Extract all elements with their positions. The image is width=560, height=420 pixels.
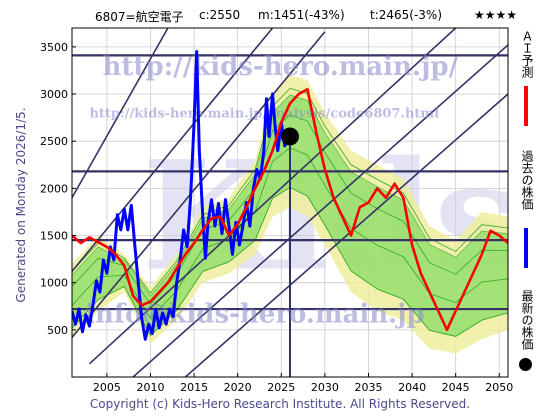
legend-past-line	[524, 228, 528, 268]
diagonal-trend-line	[88, 28, 457, 365]
legend-forecast-label: ＡＩ予測	[520, 30, 534, 78]
t-stat: t:2465(-3%)	[370, 8, 443, 22]
latest-price-dot	[281, 127, 299, 146]
legend-latest-dot	[519, 358, 532, 371]
y-tick-label: 500	[47, 324, 68, 337]
legend-latest-label: 最新の株価	[520, 290, 534, 350]
x-tick-label: 2005	[93, 381, 121, 394]
past-price-line	[72, 50, 292, 341]
stock-code-name: 6807=航空電子	[95, 10, 184, 24]
y-tick-label: 1000	[40, 277, 68, 290]
generated-date-note: Generated on Monday 2026/1/5.	[14, 107, 28, 303]
x-tick-label: 2030	[311, 381, 339, 394]
band-contour-line	[72, 114, 508, 306]
ai-forecast-line	[72, 88, 508, 332]
diagonal-trend-line	[72, 28, 274, 272]
x-tick-label: 2010	[136, 381, 164, 394]
x-tick-label: 2050	[485, 381, 513, 394]
x-tick-label: 2040	[398, 381, 426, 394]
m-stat: m:1451(-43%)	[258, 8, 345, 22]
y-tick-label: 1500	[40, 230, 68, 243]
current-price: c:2550	[199, 8, 241, 22]
chart-header: 6807=航空電子 c:2550 m:1451(-43%) t:2465(-3%…	[0, 8, 560, 24]
email-watermark: info@kids-hero.main.jp	[85, 299, 425, 329]
diagonal-trend-line	[132, 44, 508, 377]
y-tick-label: 2000	[40, 182, 68, 195]
x-tick-label: 2035	[354, 381, 382, 394]
x-tick-label: 2015	[180, 381, 208, 394]
x-tick-label: 2025	[267, 381, 295, 394]
y-tick-label: 3000	[40, 88, 68, 101]
copyright-text: Copyright (c) Kids-Hero Research Institu…	[89, 397, 471, 411]
diagonal-trend-line	[72, 31, 326, 338]
legend-past-label: 過去の株価	[520, 150, 534, 210]
y-tick-label: 2500	[40, 135, 68, 148]
band-contour-line	[72, 87, 508, 294]
plot-frame	[71, 27, 509, 378]
url-watermark-main: http://kids-hero.main.jp/	[103, 52, 459, 82]
x-tick-label: 2045	[442, 381, 470, 394]
plot-area: Kidshttp://kids-hero.main.jp/http://kids…	[72, 28, 508, 377]
rating-stars: ★★★★	[474, 8, 518, 22]
y-tick-label: 3500	[40, 41, 68, 54]
legend-forecast-line	[524, 86, 528, 126]
x-tick-label: 2020	[224, 381, 252, 394]
diagonal-trend-line	[184, 93, 508, 377]
